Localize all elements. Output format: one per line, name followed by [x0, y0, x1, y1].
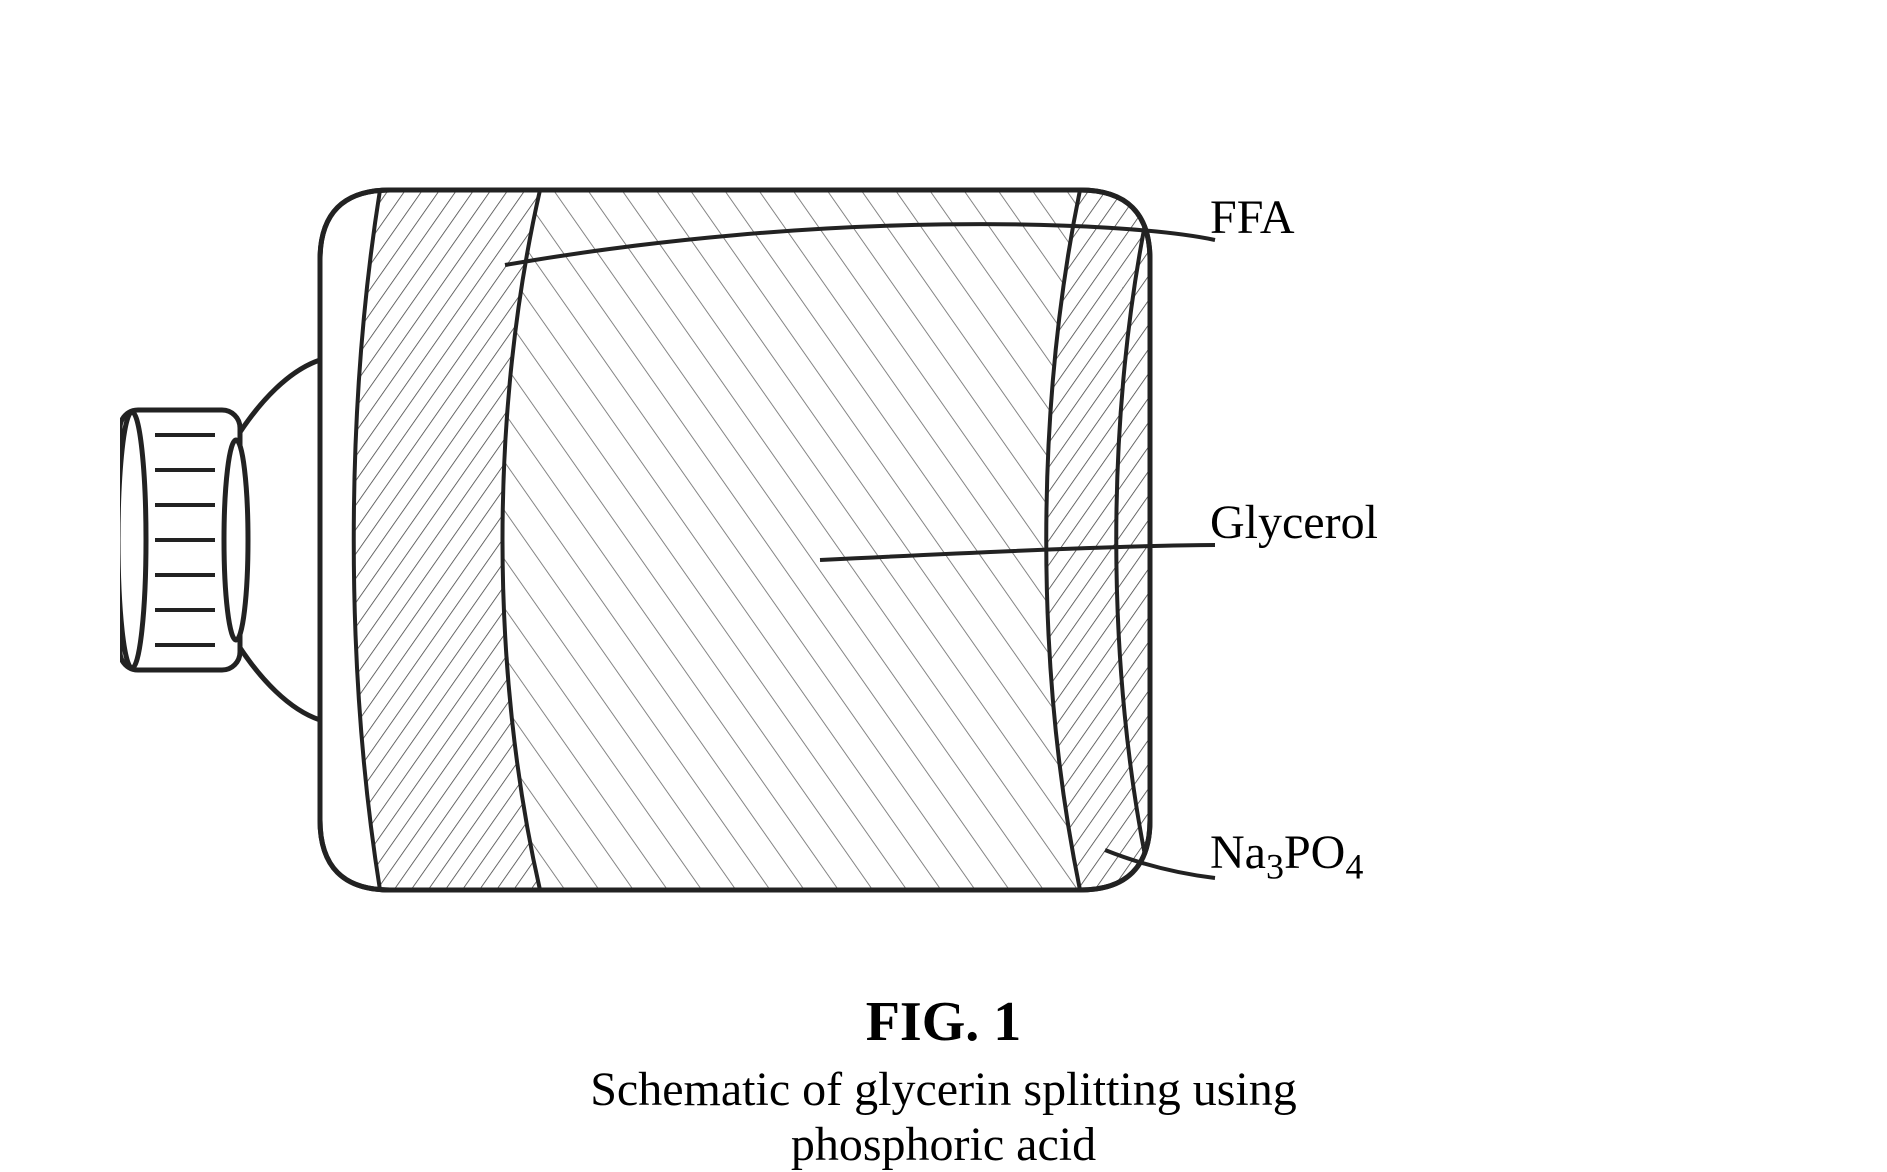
figure-caption: FIG. 1 Schematic of glycerin splitting u…: [0, 990, 1887, 1172]
bottle-cap: [120, 410, 248, 670]
label-na3po4-text: Na3PO4: [1210, 826, 1363, 879]
figure-title-line2: phosphoric acid: [791, 1118, 1096, 1171]
page-root: FFA Glycerol Na3PO4 FIG. 1 Schematic of …: [0, 0, 1887, 1156]
label-na3po4: Na3PO4: [1210, 825, 1363, 888]
label-glycerol: Glycerol: [1210, 495, 1378, 550]
figure-number: FIG. 1: [0, 990, 1887, 1054]
bottle-contents: [354, 190, 1150, 890]
layer-glycerol: [503, 190, 1081, 890]
figure-area: FFA Glycerol Na3PO4 FIG. 1 Schematic of …: [0, 0, 1887, 1156]
label-ffa: FFA: [1210, 190, 1295, 245]
figure-title-line1: Schematic of glycerin splitting using: [590, 1063, 1297, 1116]
